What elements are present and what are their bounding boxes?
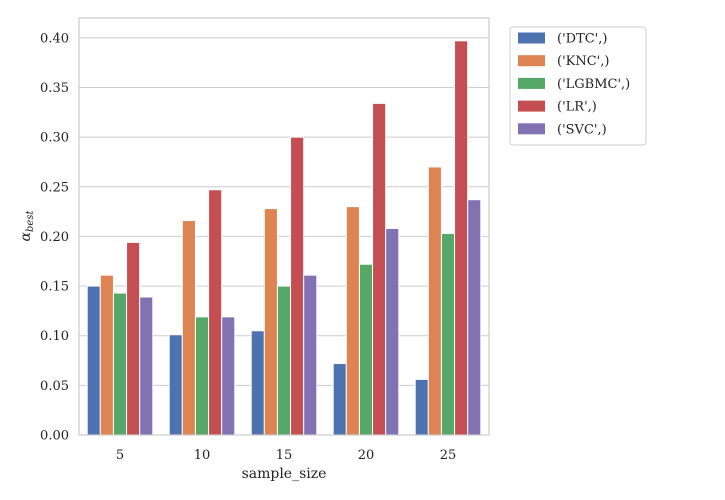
bar — [126, 241, 141, 436]
legend-swatch — [518, 77, 545, 89]
bar — [372, 102, 387, 436]
x-tick-label: 5 — [116, 448, 124, 463]
y-tick-label: 0.25 — [40, 180, 69, 195]
bar — [414, 378, 429, 436]
y-tick-label: 0.05 — [40, 379, 69, 394]
y-tick-label: 0.00 — [40, 429, 69, 444]
legend-label: ('LR',) — [557, 100, 597, 115]
bar — [332, 363, 347, 436]
bar — [276, 285, 292, 436]
y-tick-label: 0.10 — [40, 329, 69, 344]
legend-swatch — [518, 100, 545, 112]
bar — [345, 206, 360, 436]
legend-swatch — [518, 55, 545, 67]
plot-frame — [78, 17, 490, 436]
legend-swatch — [518, 32, 545, 44]
y-tick-label: 0.35 — [40, 81, 69, 96]
legend-label: ('SVC',) — [557, 122, 607, 137]
bar — [250, 330, 265, 436]
bar — [263, 208, 278, 436]
bar — [440, 232, 456, 436]
bar — [86, 285, 101, 436]
y-tick-label: 0.15 — [40, 280, 69, 295]
y-tick-label: 0.30 — [40, 131, 69, 146]
bar — [181, 220, 196, 436]
bar — [290, 136, 305, 436]
bar — [139, 296, 154, 436]
bar — [303, 274, 318, 436]
legend-label: ('KNC',) — [557, 54, 609, 69]
legend-label: ('DTC',) — [557, 32, 607, 47]
bar — [358, 263, 374, 436]
bar — [99, 274, 114, 436]
bar — [221, 316, 236, 436]
legend-label: ('LGBMC',) — [557, 77, 630, 92]
bar — [454, 40, 469, 436]
x-tick-label: 10 — [194, 448, 211, 463]
bar — [467, 199, 482, 436]
x-tick-label: 15 — [276, 448, 293, 463]
bar — [112, 292, 128, 436]
bar — [194, 316, 210, 436]
x-tick-label: 25 — [440, 448, 457, 463]
bar — [208, 189, 223, 436]
tick-labels: 0.00 0.05 0.10 0.15 0.20 0.25 0.30 0.35 0.40 5 10 1… — [40, 31, 456, 463]
y-tick-label: 0.20 — [40, 230, 69, 245]
bar — [168, 334, 183, 436]
x-tick-label: 20 — [358, 448, 375, 463]
bar — [427, 166, 442, 436]
bar — [385, 227, 400, 436]
legend-swatch — [518, 123, 545, 135]
bars — [86, 40, 482, 436]
y-axis-label: αbest — [18, 210, 36, 242]
y-tick-label: 0.40 — [40, 31, 69, 46]
x-axis-label: sample_size — [242, 466, 327, 482]
legend: ('DTC',) ('KNC',) ('LGBMC',) ('LR',) ('SVC',… — [509, 26, 647, 146]
